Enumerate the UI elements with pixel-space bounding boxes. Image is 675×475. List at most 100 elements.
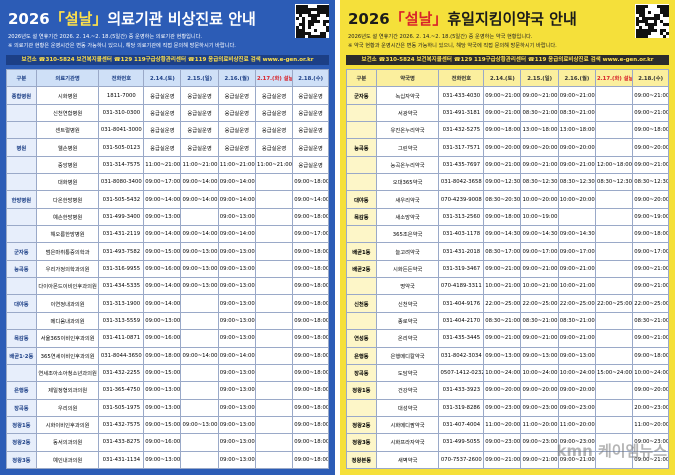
row: 능곡동 그린약국 031-317-7571 09:00~20:00 09:00~20:0… <box>346 138 669 157</box>
row: 해오름한방병원 031-431-2119 09:00~14:00 09:00~14:0… <box>6 225 329 244</box>
cell: 09:00~15:00 <box>143 415 182 435</box>
cell: 응급실운영 <box>292 138 329 157</box>
cell: 10:00~19:00 <box>520 207 559 227</box>
cell: 은행메디칼약국 <box>375 346 440 365</box>
cell: 09:00~13:00 <box>520 346 559 365</box>
row: 은행동 제일정형외과의원 031-365-4750 09:00~13:00 09:00~… <box>6 381 329 400</box>
cell: 메디움내과의원 <box>35 311 100 331</box>
cell: 031-317-7571 <box>438 138 485 157</box>
cell: 09:00~13:00 <box>180 259 219 279</box>
row: 신천연합병원 031-310-0300 응급실운영 응급실운영 응급실운영 응급실운영 응급… <box>6 103 329 123</box>
cell: 09:00~23:00 <box>483 433 522 452</box>
cell: 031-319-8286 <box>438 398 485 417</box>
cell: 우리의원 <box>35 398 100 417</box>
cell: 다이아몬드이비인후과의원 <box>35 277 100 296</box>
cell: 09:00~18:00 <box>292 277 329 296</box>
cell: 031-505-5432 <box>98 190 145 209</box>
cell: 08:30~21:00 <box>483 311 522 331</box>
cell: 09:00~13:00 <box>217 207 256 227</box>
cell: 배곧2동 <box>346 259 377 279</box>
cell: 09:00~13:00 <box>217 329 256 348</box>
cell: 정왕본동 <box>346 450 377 470</box>
row: 유진온누리약국 031-432-5275 09:00~18:00 13:00~18:0… <box>346 121 669 140</box>
cell: 09:00~21:00 <box>632 259 669 279</box>
cell <box>254 242 294 261</box>
cell: 08:30~21:00 <box>557 311 596 331</box>
cell: 09:00~20:00 <box>483 381 522 400</box>
cell: 031-505-1975 <box>98 398 145 417</box>
cell: 09:00~20:00 <box>632 190 669 209</box>
cell <box>594 138 634 157</box>
cell: 명약국 <box>375 277 440 296</box>
cell <box>594 242 634 261</box>
contact-bar: 보건소 ☎310-5824 보건복지콜센터 ☎129 119구급상황관리센터 ☎… <box>6 55 329 65</box>
cell: 08:30~17:00 <box>483 242 522 261</box>
row: 예손한방병원 031-499-3400 09:00~13:00 09:00~13:00… <box>6 207 329 227</box>
cell: 시화메디팜약국 <box>375 415 440 435</box>
cell: 09:00~14:00 <box>143 277 182 296</box>
cell: 09:00~17:00 <box>520 242 559 261</box>
cell: 09:00~14:00 <box>180 346 219 365</box>
row: 군자동 범은마취통증의학과 031-493-7582 09:00~15:00 09:00… <box>6 242 329 261</box>
cell: 09:00~21:00 <box>520 155 559 175</box>
cell: 031-8042-3034 <box>438 346 485 365</box>
cell: 정왕2동 <box>346 415 377 435</box>
cell: 09:00~18:00 <box>483 207 522 227</box>
cell: 대야동 <box>6 294 37 313</box>
cell: 09:00~18:00 <box>143 346 182 365</box>
cell: 응급실운영 <box>254 121 294 140</box>
header-row: 구분 의료기관명 전화번호 2.14.(토) 2.15.(일) 2.16.(월) 2.17.… <box>6 68 329 88</box>
cell: 장곡동 <box>6 398 37 417</box>
cell: 09:00~13:00 <box>217 398 256 417</box>
cell: 22:00~25:00 <box>483 294 522 313</box>
title-holiday: 「설날」 <box>49 10 108 28</box>
row: 목감동 새소망약국 031-313-2560 09:00~18:00 10:00~19:… <box>346 207 669 227</box>
cell: 22:00~25:00 <box>632 294 669 313</box>
row: 목감동 서울365이비인후과의원 031-411-0871 09:00~16:00 09… <box>6 329 329 348</box>
row: 서광약국 031-491-3181 09:00~21:00 08:30~21:00 08… <box>346 103 669 123</box>
cell: 그린약국 <box>375 138 440 157</box>
qr-code <box>295 4 329 38</box>
row: 정왕2동 시화메디팜약국 031-407-4004 11:00~20:00 11:00~… <box>346 415 669 435</box>
cell: 한방병원 <box>6 190 37 209</box>
row: 대야동 이연정내과의원 031-313-1900 09:00~14:00 09:00~1… <box>6 294 329 313</box>
cell <box>180 329 219 348</box>
cell <box>180 311 219 331</box>
cell: 09:00~15:00 <box>143 242 182 261</box>
cell: 09:00~18:00 <box>292 173 329 192</box>
cell: 031-313-2560 <box>438 207 485 227</box>
cell: 09:00~23:00 <box>520 398 559 417</box>
cell: 031-433-3923 <box>438 381 485 400</box>
cell: 09:00~21:00 <box>483 155 522 175</box>
cell <box>6 121 37 140</box>
cell: 10:00~21:00 <box>483 277 522 296</box>
cell: 09:00~14:00 <box>143 190 182 209</box>
cell: 22:00~25:00 <box>520 294 559 313</box>
cell: 능곡온누리약국 <box>375 155 440 175</box>
cell: 11:00~21:00 <box>143 155 182 175</box>
cell: 031-432-5275 <box>438 121 485 140</box>
header-cell: 구분 <box>346 68 377 88</box>
header-cell: 2.17.(화) 설날 <box>254 68 294 88</box>
row: 중앙병원 031-314-7575 11:00~21:00 11:00~21:00 11… <box>6 155 329 175</box>
cell: 08:30~21:00 <box>632 311 669 331</box>
cell <box>180 294 219 313</box>
cell: 새소망약국 <box>375 207 440 227</box>
cell: 09:00~16:00 <box>143 329 182 348</box>
row: 은행동 은행메디칼약국 031-8042-3034 09:00~13:00 09:00~… <box>346 346 669 365</box>
header-cell: 약국명 <box>375 68 440 88</box>
row: 배곧1·2동 365연세이비인후과의원 031-8044-3650 09:00~18:… <box>6 346 329 365</box>
cell: 031-313-5559 <box>98 311 145 331</box>
cell: 09:00~18:00 <box>292 450 329 470</box>
cell <box>180 450 219 470</box>
cell: 09:00~23:00 <box>483 398 522 417</box>
cell: 09:00~21:00 <box>632 277 669 296</box>
cell: 09:00~12:30 <box>483 173 522 192</box>
cell: 031-434-5335 <box>98 277 145 296</box>
cell <box>6 311 37 331</box>
cell <box>180 433 219 452</box>
cell: 10:00~24:00 <box>520 363 559 383</box>
cell: 365연세이비인후과의원 <box>35 346 100 365</box>
cell: 09:00~18:00 <box>632 346 669 365</box>
title-holiday: 「설날」 <box>389 10 448 28</box>
